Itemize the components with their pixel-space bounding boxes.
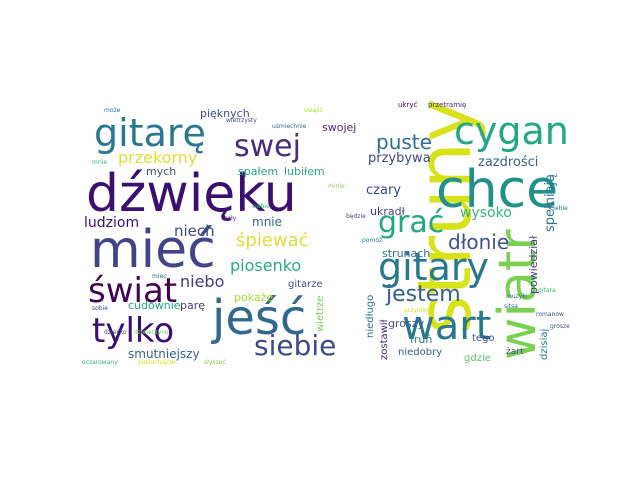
cloud-word: niebo — [180, 272, 225, 291]
cloud-word: ciebie — [550, 205, 568, 212]
cloud-word: smutniejszy — [128, 347, 200, 361]
cloud-word: siebie — [254, 329, 337, 362]
cloud-word: przetramię — [428, 101, 467, 109]
cloud-word: sobie — [92, 305, 108, 312]
cloud-word: gdzie — [464, 353, 491, 364]
cloud-word: posłuchajcie — [138, 359, 176, 366]
cloud-word: śpiewać — [236, 230, 309, 251]
cloud-word: pięknych — [200, 107, 250, 120]
cloud-word: cały — [224, 215, 237, 222]
cloud-word: lubiłem — [284, 165, 325, 178]
cloud-word: ukradł — [370, 205, 405, 218]
cloud-word: gitarze — [288, 279, 323, 290]
cloud-word: świat — [88, 271, 178, 311]
cloud-word: groszy — [388, 317, 425, 330]
cloud-word: fruń — [410, 333, 433, 346]
cloud-word: mieć — [90, 220, 216, 280]
cloud-word: będzie — [346, 213, 366, 220]
word-cloud: struny dźwięku mieć chce jeść wiatr wart… — [80, 98, 576, 372]
cloud-word: dziecko — [104, 329, 127, 336]
cloud-word: mych — [146, 165, 177, 178]
cloud-word: puste — [376, 130, 432, 154]
cloud-word: słyszeć — [204, 359, 226, 366]
cloud-word: niedługo — [365, 294, 376, 338]
cloud-word: gitary — [378, 245, 489, 289]
cloud-word: parę — [180, 299, 206, 312]
cloud-word: jeść — [212, 290, 307, 346]
cloud-word: romanow — [536, 311, 564, 318]
cloud-word: strunach — [382, 247, 431, 260]
cloud-word: muzyki — [506, 293, 528, 300]
cloud-word: dźwięku — [86, 164, 297, 224]
cloud-word: gitarę — [94, 111, 206, 155]
cloud-word: może — [104, 107, 121, 114]
cloud-word: tylko — [92, 311, 175, 351]
cloud-word: wietrzysty — [226, 117, 257, 124]
cloud-word: niech — [174, 222, 215, 240]
cloud-word: mnie — [252, 215, 283, 229]
cloud-word: grać — [378, 205, 445, 240]
cloud-word: grosze — [550, 323, 570, 330]
cloud-word: mnie — [92, 159, 108, 166]
cloud-word: cudownie — [128, 299, 181, 312]
cloud-word: dzisiaj — [539, 328, 550, 360]
cloud-word: uśmiechnie — [272, 123, 307, 130]
cloud-word: dziewczyno — [134, 329, 169, 336]
cloud-word: jestem — [386, 282, 461, 307]
cloud-word: pomóż — [362, 237, 383, 244]
cloud-word: zostawił — [379, 319, 390, 360]
cloud-word: przyniesz — [404, 307, 433, 314]
cloud-word: przybywa — [368, 151, 431, 166]
cloud-word: niedobry — [398, 347, 443, 358]
cloud-word: swojej — [322, 121, 357, 134]
cloud-word: swej — [234, 129, 301, 164]
cloud-word: gitara — [538, 287, 556, 294]
cloud-word: powiedział — [527, 235, 540, 294]
cloud-word: przekorny — [118, 148, 198, 167]
cloud-word: oczarowany — [82, 359, 118, 366]
cloud-word: minie — [328, 183, 345, 190]
cloud-word: chce — [436, 160, 559, 220]
cloud-word: spełniają — [543, 173, 558, 232]
cloud-word: wietrze — [315, 295, 326, 332]
cloud-word: żart — [506, 347, 524, 357]
cloud-word: sitsa — [504, 303, 518, 310]
cloud-word: ukryć — [398, 101, 418, 109]
cloud-word: cygan — [454, 109, 569, 153]
cloud-word: czary — [366, 183, 401, 198]
cloud-word: siebie — [252, 203, 270, 210]
cloud-word: pokażę — [234, 291, 274, 304]
cloud-word: zazdrości — [478, 155, 539, 170]
cloud-word: spałem — [238, 165, 279, 178]
cloud-word: piosenko — [230, 256, 302, 275]
cloud-word: ludziom — [84, 215, 140, 231]
cloud-word: usiąść — [304, 107, 323, 114]
cloud-word: tego — [472, 333, 495, 344]
cloud-word: wysoko — [460, 205, 512, 221]
cloud-word: miec — [152, 273, 167, 280]
cloud-word: dłonie — [448, 230, 510, 254]
cloud-word: wart — [402, 303, 492, 349]
